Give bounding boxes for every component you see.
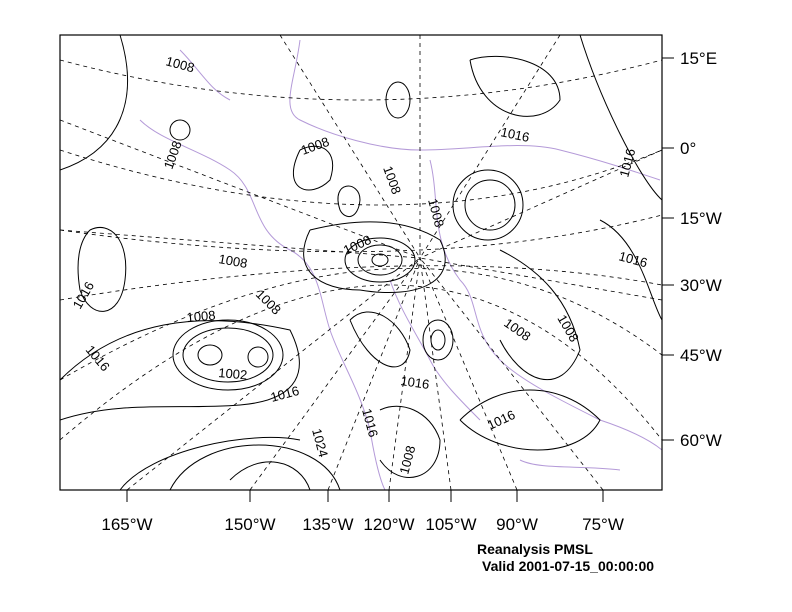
svg-text:1016: 1016 [269,383,301,405]
lon-ticks [126,490,604,502]
map-frame [59,34,663,491]
lat-label: 45°W [680,346,722,365]
svg-text:1016: 1016 [499,124,530,145]
lat-label: 60°W [680,431,722,450]
svg-text:1016: 1016 [616,147,638,179]
lon-label: 120°W [363,515,414,534]
lon-label: 150°W [224,515,275,534]
lat-label: 15°E [680,49,717,68]
svg-text:1008: 1008 [217,251,248,271]
svg-text:1016: 1016 [617,248,649,270]
svg-text:1008: 1008 [164,53,196,75]
svg-text:1016: 1016 [70,279,97,312]
lat-label: 15°W [680,209,722,228]
svg-text:1016: 1016 [83,342,113,374]
svg-text:1016: 1016 [485,407,518,433]
lon-label: 90°W [496,515,538,534]
lat-ticks [662,57,674,441]
pressure-contours [60,35,662,490]
svg-text:1002: 1002 [218,365,248,382]
svg-text:1008: 1008 [425,197,447,229]
plot-title: Reanalysis PMSL [477,541,593,557]
svg-text:1008: 1008 [186,308,216,325]
svg-text:1024: 1024 [309,427,331,459]
svg-text:1016: 1016 [359,407,381,439]
graticule [60,35,662,490]
svg-text:1008: 1008 [299,134,331,158]
valid-time: Valid 2001-07-15_00:00:00 [482,558,655,574]
lat-label: 0° [680,139,696,158]
lon-label: 105°W [425,515,476,534]
svg-text:1008: 1008 [501,315,533,344]
svg-text:1008: 1008 [396,444,418,476]
lon-label: 135°W [302,515,353,534]
svg-text:1016: 1016 [400,373,431,392]
coastlines [139,39,662,490]
lat-label: 30°W [680,276,722,295]
svg-text:1008: 1008 [380,164,404,196]
lon-label: 75°W [582,515,624,534]
lon-labels: 165°W 150°W 135°W 120°W 105°W 90°W 75°W [101,515,623,534]
lat-labels: 15°E 0° 15°W 30°W 45°W 60°W [680,49,722,450]
svg-text:1008: 1008 [341,232,374,258]
lon-label: 165°W [101,515,152,534]
